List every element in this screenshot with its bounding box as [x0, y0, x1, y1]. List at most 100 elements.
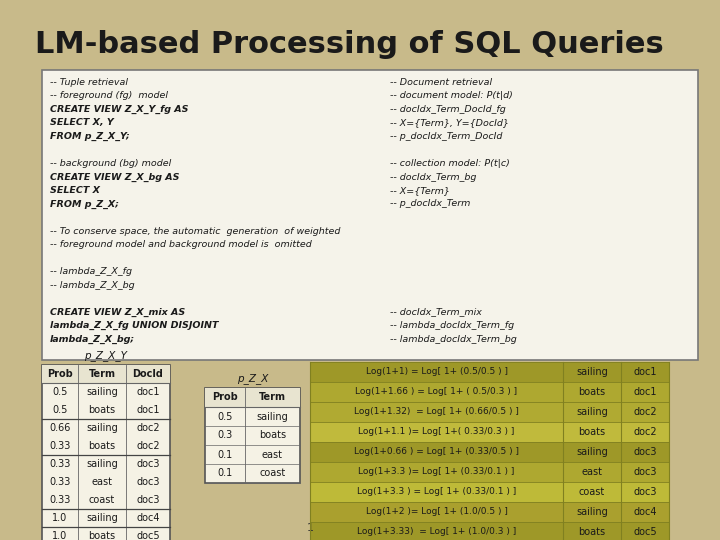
Text: east: east [262, 449, 283, 460]
Text: -- foreground model and background model is  omitted: -- foreground model and background model… [50, 240, 312, 249]
Text: coast: coast [259, 469, 286, 478]
Text: boats: boats [259, 430, 286, 441]
Text: 1.0: 1.0 [53, 531, 68, 540]
Bar [310, 362, 669, 382]
Text: -- p_docIdx_Term: -- p_docIdx_Term [390, 199, 470, 208]
Bar [205, 388, 300, 407]
Text: boats: boats [578, 387, 606, 397]
Text: doc1: doc1 [634, 367, 657, 377]
Bar [310, 442, 669, 462]
Text: -- docIdx_Term_bg: -- docIdx_Term_bg [390, 172, 477, 181]
Text: DocId: DocId [132, 369, 163, 379]
Text: -- X={Term}, Y={DocId}: -- X={Term}, Y={DocId} [390, 118, 509, 127]
Bar [42, 70, 698, 360]
Text: SELECT X: SELECT X [50, 186, 100, 195]
Text: Log(1+3.3 )= Log[ 1+ (0.33/0.1 ) ]: Log(1+3.3 )= Log[ 1+ (0.33/0.1 ) ] [359, 468, 515, 476]
Text: -- Tuple retrieval: -- Tuple retrieval [50, 78, 128, 87]
Text: LM-based Processing of SQL Queries: LM-based Processing of SQL Queries [35, 30, 664, 59]
Text: -- document model: P(t|d): -- document model: P(t|d) [390, 91, 513, 100]
Text: lambda_Z_X_fg UNION DISJOINT: lambda_Z_X_fg UNION DISJOINT [50, 321, 218, 330]
Text: 0.66: 0.66 [49, 423, 71, 433]
Text: Term: Term [89, 369, 115, 379]
Text: -- Document retrieval: -- Document retrieval [390, 78, 492, 87]
Text: doc5: doc5 [136, 531, 160, 540]
Text: 0.33: 0.33 [49, 441, 71, 451]
Text: 0.33: 0.33 [49, 459, 71, 469]
Text: Prob: Prob [212, 393, 238, 402]
Text: -- p_docIdx_Term_DocId: -- p_docIdx_Term_DocId [390, 132, 503, 141]
Text: east: east [91, 477, 112, 487]
Text: coast: coast [579, 487, 605, 497]
Text: sailing: sailing [86, 513, 118, 523]
Text: Log(1+1.1 )= Log[ 1+( 0.33/0.3 ) ]: Log(1+1.1 )= Log[ 1+( 0.33/0.3 ) ] [359, 428, 515, 436]
Bar [205, 388, 300, 483]
Text: doc3: doc3 [634, 487, 657, 497]
Text: doc3: doc3 [634, 467, 657, 477]
Text: 0.33: 0.33 [49, 495, 71, 505]
Text: 0.3: 0.3 [217, 430, 233, 441]
Text: -- lambda_docIdx_Term_fg: -- lambda_docIdx_Term_fg [390, 321, 514, 330]
Text: Log(1+1.32)  = Log[ 1+ (0.66/0.5 ) ]: Log(1+1.32) = Log[ 1+ (0.66/0.5 ) ] [354, 408, 519, 416]
Text: doc2: doc2 [633, 407, 657, 417]
Text: boats: boats [578, 527, 606, 537]
Text: 0.1: 0.1 [217, 469, 233, 478]
Bar [310, 522, 669, 540]
Text: lambda_Z_X_bg;: lambda_Z_X_bg; [50, 334, 135, 343]
Text: doc2: doc2 [633, 427, 657, 437]
Text: doc3: doc3 [136, 495, 160, 505]
Text: doc1: doc1 [634, 387, 657, 397]
Text: FROM p_Z_X;: FROM p_Z_X; [50, 199, 119, 208]
Text: 0.5: 0.5 [53, 405, 68, 415]
Text: doc4: doc4 [136, 513, 160, 523]
Text: doc3: doc3 [634, 447, 657, 457]
Text: -- lambda_Z_X_bg: -- lambda_Z_X_bg [50, 280, 135, 289]
Text: Log(1+0.66 ) = Log[ 1+ (0.33/0.5 ) ]: Log(1+0.66 ) = Log[ 1+ (0.33/0.5 ) ] [354, 448, 519, 456]
Text: doc5: doc5 [633, 527, 657, 537]
Text: doc2: doc2 [136, 441, 160, 451]
Bar [310, 382, 669, 402]
Text: boats: boats [89, 531, 116, 540]
Text: 1.0: 1.0 [53, 513, 68, 523]
Text: -- lambda_Z_X_fg: -- lambda_Z_X_fg [50, 267, 132, 276]
Text: boats: boats [578, 427, 606, 437]
Text: -- To conserve space, the automatic  generation  of weighted: -- To conserve space, the automatic gene… [50, 226, 341, 235]
Text: 1: 1 [307, 523, 313, 533]
Text: sailing: sailing [86, 423, 118, 433]
Text: -- collection model: P(t|c): -- collection model: P(t|c) [390, 159, 510, 168]
Text: coast: coast [89, 495, 115, 505]
Text: -- docIdx_Term_DocId_fg: -- docIdx_Term_DocId_fg [390, 105, 505, 114]
Text: boats: boats [89, 441, 116, 451]
Text: sailing: sailing [86, 387, 118, 397]
Text: sailing: sailing [576, 407, 608, 417]
Text: p_Z_X_Y: p_Z_X_Y [84, 350, 127, 361]
Text: -- X={Term}: -- X={Term} [390, 186, 450, 195]
Text: CREATE VIEW Z_X_Y_fg AS: CREATE VIEW Z_X_Y_fg AS [50, 105, 189, 114]
Text: doc1: doc1 [136, 387, 160, 397]
Text: 0.1: 0.1 [217, 449, 233, 460]
Text: CREATE VIEW Z_X_bg AS: CREATE VIEW Z_X_bg AS [50, 172, 179, 181]
Text: Prob: Prob [47, 369, 73, 379]
Text: -- docIdx_Term_mix: -- docIdx_Term_mix [390, 307, 482, 316]
Text: doc4: doc4 [634, 507, 657, 517]
Text: sailing: sailing [576, 367, 608, 377]
Text: Log(1+3.33)  = Log[ 1+ (1.0/0.3 ) ]: Log(1+3.33) = Log[ 1+ (1.0/0.3 ) ] [357, 528, 516, 537]
Text: 0.5: 0.5 [53, 387, 68, 397]
Text: east: east [582, 467, 603, 477]
Bar [42, 365, 170, 383]
Text: 0.33: 0.33 [49, 477, 71, 487]
Bar [310, 402, 669, 422]
Text: doc3: doc3 [136, 477, 160, 487]
Bar [310, 422, 669, 442]
Text: -- foreground (fg)  model: -- foreground (fg) model [50, 91, 168, 100]
Text: Log(1+3.3 ) = Log[ 1+ (0.33/0.1 ) ]: Log(1+3.3 ) = Log[ 1+ (0.33/0.1 ) ] [357, 488, 516, 496]
Text: -- lambda_docIdx_Term_bg: -- lambda_docIdx_Term_bg [390, 334, 517, 343]
Text: CREATE VIEW Z_X_mix AS: CREATE VIEW Z_X_mix AS [50, 307, 185, 316]
Text: Log(1+2 )= Log[ 1+ (1.0/0.5 ) ]: Log(1+2 )= Log[ 1+ (1.0/0.5 ) ] [366, 508, 508, 516]
Bar [310, 482, 669, 502]
Text: sailing: sailing [576, 507, 608, 517]
Text: SELECT X, Y: SELECT X, Y [50, 118, 114, 127]
Text: FROM p_Z_X_Y;: FROM p_Z_X_Y; [50, 132, 130, 141]
Text: Log(1+1.66 ) = Log[ 1+ ( 0.5/0.3 ) ]: Log(1+1.66 ) = Log[ 1+ ( 0.5/0.3 ) ] [356, 388, 518, 396]
Text: sailing: sailing [256, 411, 289, 422]
Text: Log(1+1) = Log[ 1+ (0.5/0.5 ) ]: Log(1+1) = Log[ 1+ (0.5/0.5 ) ] [366, 368, 508, 376]
